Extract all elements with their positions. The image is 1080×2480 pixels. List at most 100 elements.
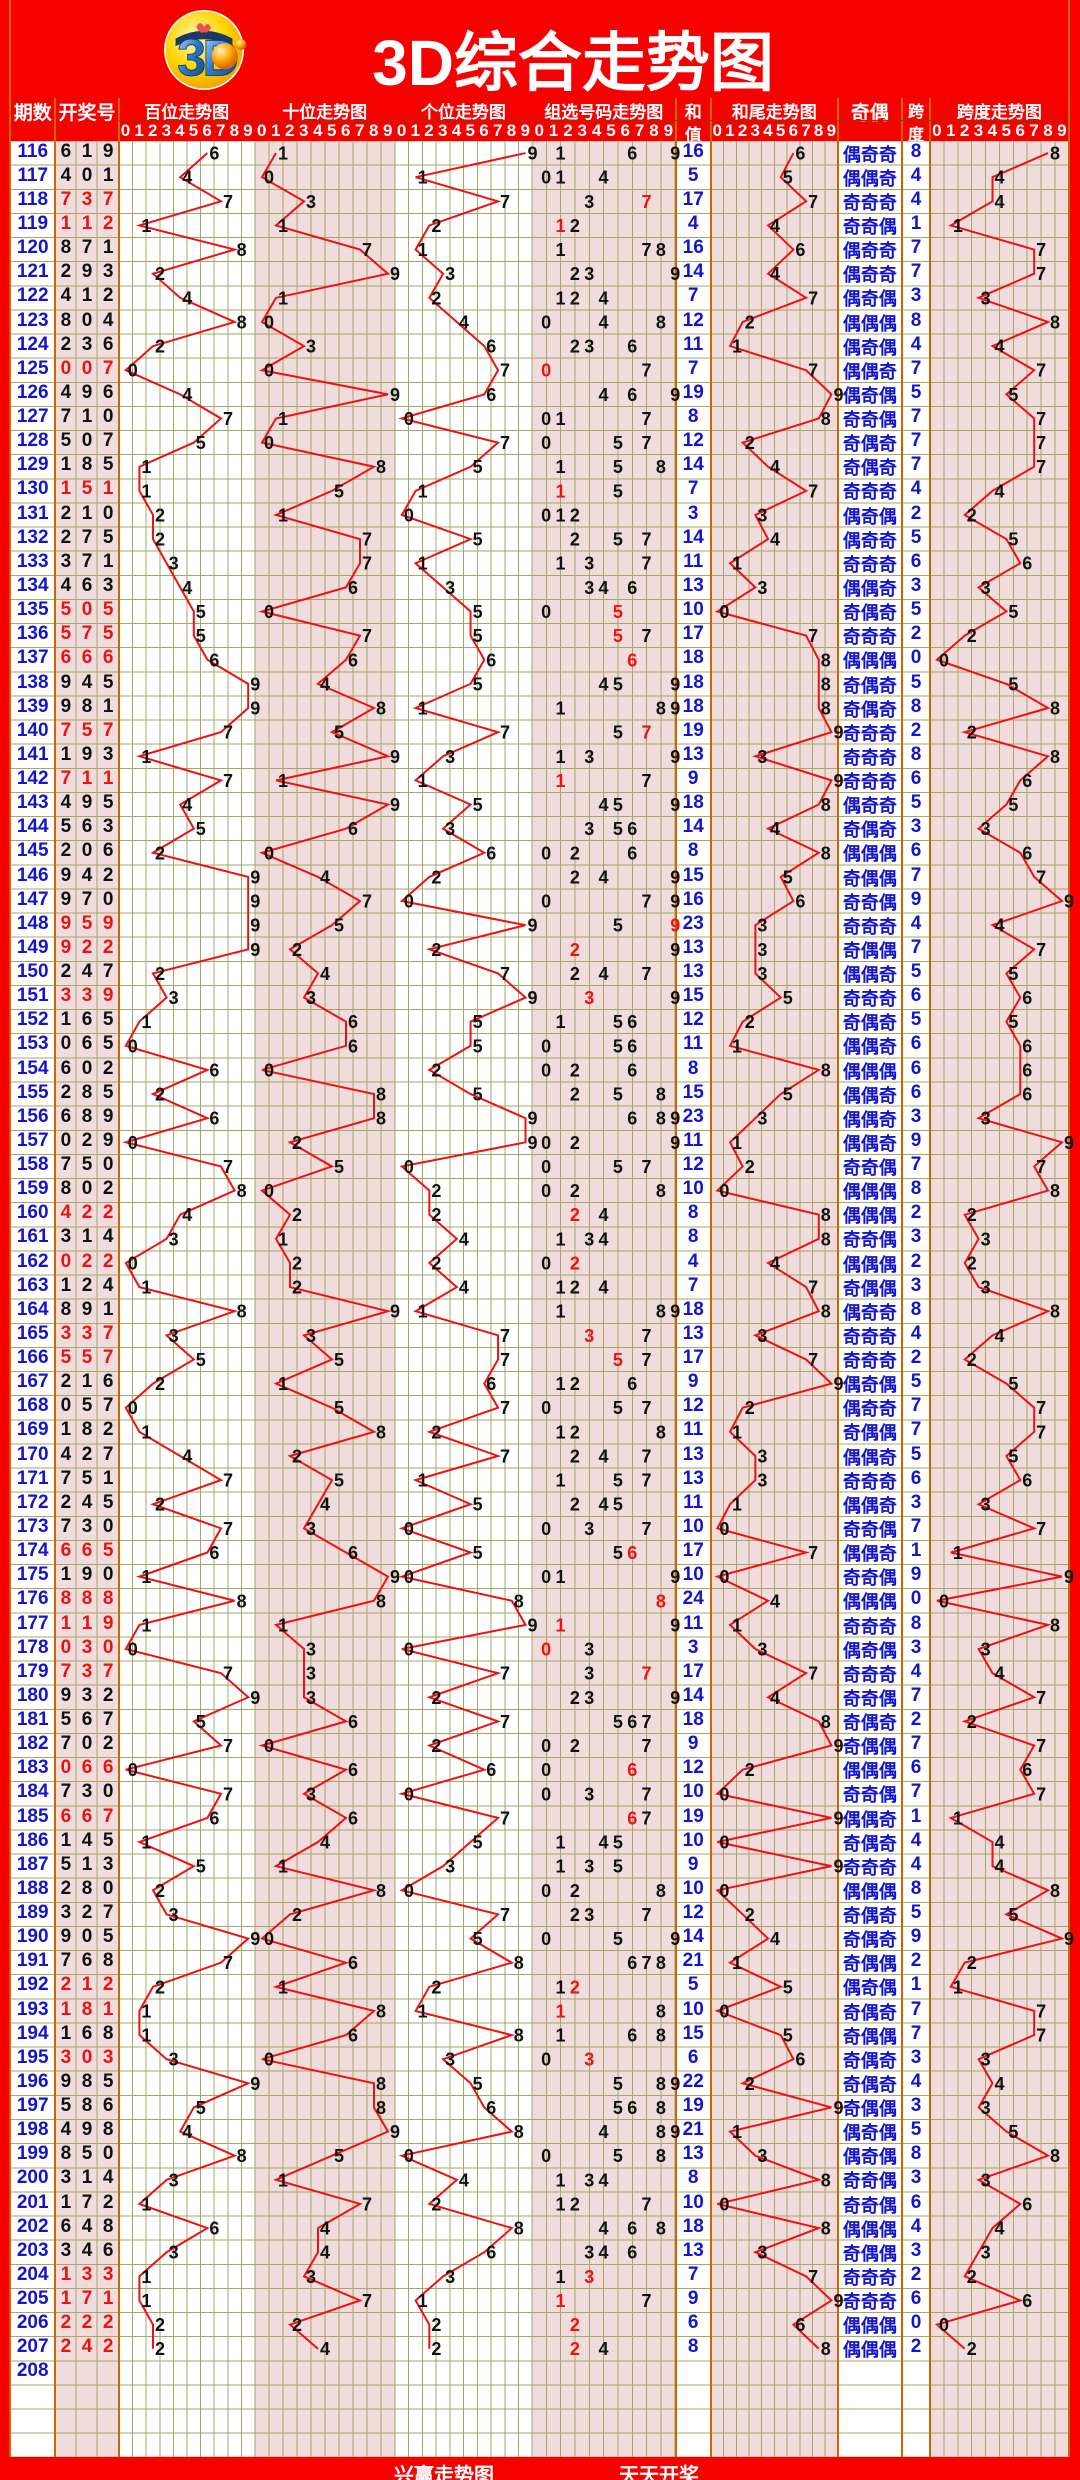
svg-text:0: 0	[127, 1639, 137, 1659]
svg-text:5: 5	[195, 1856, 205, 1876]
svg-text:5: 5	[783, 867, 793, 887]
svg-text:4: 4	[994, 167, 1004, 187]
svg-text:7: 7	[642, 1157, 652, 1177]
svg-text:1: 1	[556, 2194, 566, 2214]
svg-text:5: 5	[472, 674, 482, 694]
svg-text:5: 5	[1008, 674, 1018, 694]
svg-text:4: 4	[994, 481, 1004, 501]
svg-text:7: 7	[1036, 2025, 1046, 2045]
svg-text:6: 6	[627, 2218, 637, 2238]
svg-text:0: 0	[541, 433, 551, 453]
svg-text:6: 6	[795, 143, 805, 163]
svg-text:2: 2	[570, 964, 580, 984]
svg-text:0: 0	[541, 312, 551, 332]
svg-text:4: 4	[599, 867, 609, 887]
svg-text:7: 7	[1036, 1398, 1046, 1418]
svg-text:5: 5	[472, 1832, 482, 1852]
svg-text:8: 8	[376, 1084, 386, 1104]
svg-text:4: 4	[320, 2242, 330, 2262]
svg-text:2: 2	[570, 939, 580, 959]
svg-text:4: 4	[182, 1446, 192, 1466]
svg-text:6: 6	[486, 336, 496, 356]
svg-text:3: 3	[445, 2049, 455, 2069]
svg-text:0: 0	[541, 1929, 551, 1949]
svg-text:5: 5	[1008, 602, 1018, 622]
svg-text:8: 8	[376, 2073, 386, 2093]
svg-text:1: 1	[556, 771, 566, 791]
svg-text:4: 4	[599, 312, 609, 332]
svg-text:7: 7	[223, 1519, 233, 1539]
svg-text:6: 6	[209, 2218, 219, 2238]
svg-text:7: 7	[642, 1712, 652, 1732]
svg-text:5: 5	[613, 1157, 623, 1177]
svg-text:4: 4	[182, 385, 192, 405]
svg-text:3: 3	[757, 1639, 767, 1659]
svg-text:7: 7	[500, 1712, 510, 1732]
svg-text:2: 2	[431, 288, 441, 308]
svg-text:0: 0	[541, 505, 551, 525]
svg-text:1: 1	[556, 167, 566, 187]
svg-text:0: 0	[541, 2146, 551, 2166]
svg-text:6: 6	[486, 1760, 496, 1780]
svg-text:3: 3	[584, 553, 594, 573]
svg-text:2: 2	[570, 1977, 580, 1997]
svg-text:6: 6	[627, 1760, 637, 1780]
svg-text:0: 0	[404, 891, 414, 911]
svg-text:0: 0	[719, 1181, 729, 1201]
svg-text:1: 1	[141, 1832, 151, 1852]
svg-text:5: 5	[783, 988, 793, 1008]
svg-text:1: 1	[732, 1036, 742, 1056]
svg-text:0: 0	[264, 167, 274, 187]
svg-text:7: 7	[642, 553, 652, 573]
svg-text:8: 8	[821, 1229, 831, 1249]
svg-text:8: 8	[821, 1205, 831, 1225]
svg-text:7: 7	[642, 2194, 652, 2214]
svg-text:5: 5	[472, 1012, 482, 1032]
svg-text:2: 2	[570, 867, 580, 887]
svg-text:2: 2	[570, 505, 580, 525]
svg-text:0: 0	[127, 1398, 137, 1418]
svg-text:2: 2	[570, 1084, 580, 1104]
svg-text:1: 1	[556, 698, 566, 718]
svg-text:1: 1	[141, 1277, 151, 1297]
svg-text:2: 2	[570, 1277, 580, 1297]
svg-text:6: 6	[1022, 1060, 1032, 1080]
svg-text:6: 6	[1022, 2291, 1032, 2311]
svg-text:1: 1	[732, 1422, 742, 1442]
svg-text:7: 7	[223, 192, 233, 212]
svg-text:7: 7	[223, 1663, 233, 1683]
svg-text:8: 8	[821, 2339, 831, 2359]
svg-text:5: 5	[613, 433, 623, 453]
svg-text:4: 4	[994, 192, 1004, 212]
svg-text:1: 1	[556, 1567, 566, 1587]
svg-text:3: 3	[168, 988, 178, 1008]
svg-text:4: 4	[994, 1832, 1004, 1852]
svg-text:7: 7	[500, 722, 510, 742]
svg-text:7: 7	[362, 891, 372, 911]
svg-text:1: 1	[556, 505, 566, 525]
svg-text:7: 7	[1036, 1784, 1046, 1804]
svg-text:4: 4	[459, 2170, 469, 2190]
svg-text:5: 5	[613, 1470, 623, 1490]
svg-text:8: 8	[1050, 312, 1060, 332]
svg-text:3: 3	[584, 746, 594, 766]
svg-text:4: 4	[599, 1494, 609, 1514]
svg-text:6: 6	[627, 1953, 637, 1973]
svg-text:3: 3	[584, 578, 594, 598]
svg-text:3: 3	[445, 578, 455, 598]
svg-text:7: 7	[642, 1808, 652, 1828]
svg-text:4: 4	[182, 578, 192, 598]
svg-text:1: 1	[278, 1374, 288, 1394]
svg-text:7: 7	[500, 433, 510, 453]
svg-text:1: 1	[417, 167, 427, 187]
svg-text:6: 6	[627, 1108, 637, 1128]
svg-text:6: 6	[1022, 771, 1032, 791]
svg-text:1: 1	[417, 2291, 427, 2311]
svg-text:7: 7	[1036, 1422, 1046, 1442]
svg-text:4: 4	[320, 964, 330, 984]
svg-text:4: 4	[770, 529, 780, 549]
svg-text:2: 2	[745, 2073, 755, 2093]
svg-text:8: 8	[656, 2098, 666, 2118]
svg-text:8: 8	[236, 240, 246, 260]
svg-text:6: 6	[486, 2098, 496, 2118]
